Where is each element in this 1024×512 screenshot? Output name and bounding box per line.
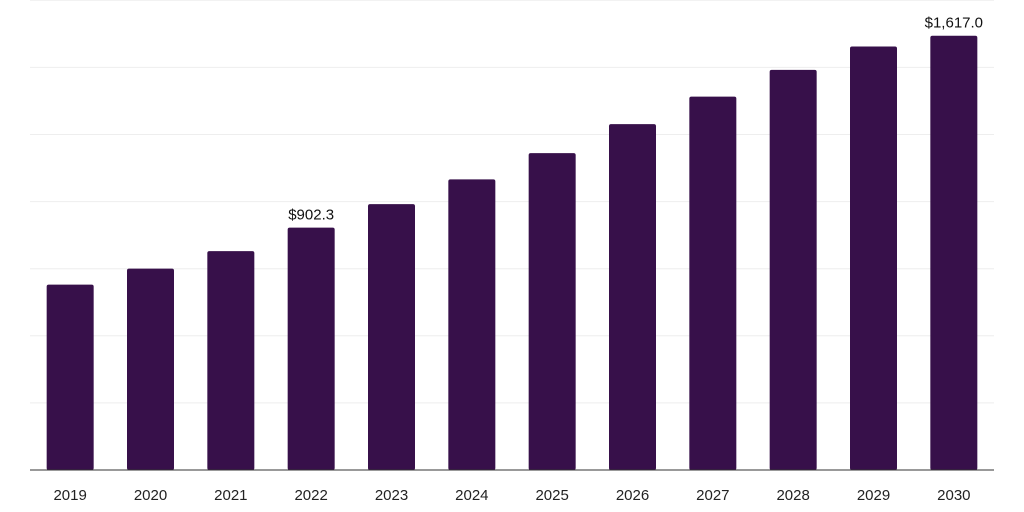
- bar-2021: [207, 251, 255, 470]
- x-tick-label-2020: 2020: [134, 487, 167, 504]
- x-tick-label-2029: 2029: [857, 487, 890, 504]
- x-tick-label-2021: 2021: [214, 487, 247, 504]
- bar-2023: [368, 204, 415, 470]
- x-tick-label-2028: 2028: [776, 487, 809, 504]
- x-tick-label-2025: 2025: [535, 487, 568, 504]
- x-tick-labels: 2019 2020 2021 2022 2023 2024 2025 2026 2027 2028…: [53, 487, 970, 504]
- bar-2028: [769, 69, 817, 470]
- data-label-2022: $902.3: [288, 207, 334, 224]
- bar-2022: [287, 227, 335, 470]
- x-tick-label-2024: 2024: [455, 487, 488, 504]
- bar-2030: [930, 35, 978, 470]
- gridlines: [30, 0, 994, 404]
- x-tick-label-2027: 2027: [696, 487, 729, 504]
- bar-2026: [609, 124, 656, 470]
- bar-2019: [46, 284, 94, 470]
- bar-2027: [689, 96, 737, 470]
- x-tick-label-2023: 2023: [375, 487, 408, 504]
- bar-2025: [528, 153, 576, 471]
- x-tick-label-2022: 2022: [294, 487, 327, 504]
- x-tick-label-2026: 2026: [616, 487, 649, 504]
- data-labels: $902.3 $1,617.0: [288, 15, 983, 224]
- bar-2029: [850, 46, 897, 470]
- data-label-2030: $1,617.0: [925, 15, 983, 32]
- bar-2020: [127, 268, 174, 470]
- x-tick-label-2019: 2019: [53, 487, 86, 504]
- bar-2024: [448, 179, 496, 471]
- bars: [46, 35, 978, 471]
- x-tick-label-2030: 2030: [937, 487, 970, 504]
